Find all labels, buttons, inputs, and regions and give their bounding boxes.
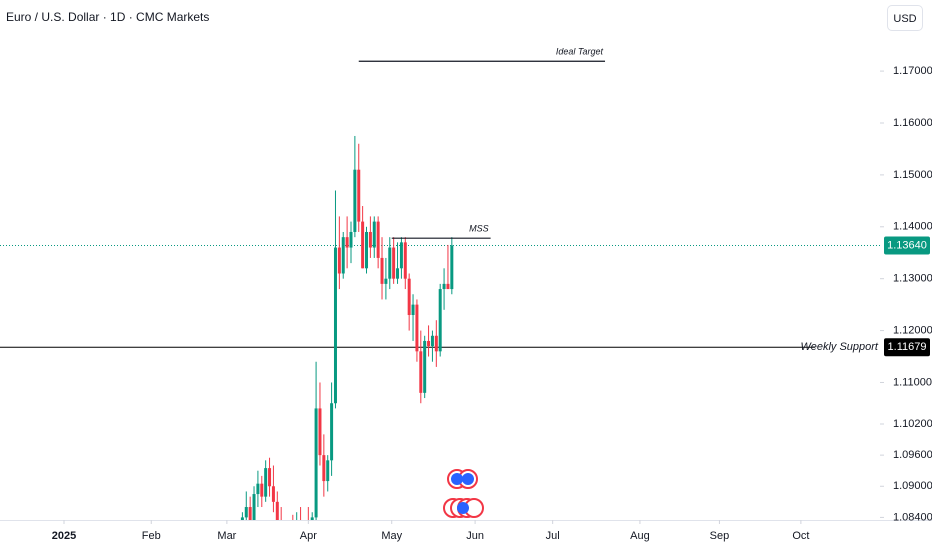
y-tick-label: 1.10200: [893, 418, 932, 430]
x-tick-label: Jun: [466, 530, 484, 542]
candle-body: [434, 335, 438, 352]
candle-body: [415, 304, 419, 352]
candle-body: [403, 242, 407, 279]
candle-body: [326, 460, 330, 482]
candle-body: [353, 169, 357, 232]
candle-body: [411, 304, 415, 316]
x-tick-label: 2025: [52, 530, 76, 542]
x-tick-label: Mar: [217, 530, 236, 542]
event-icons: [443, 469, 484, 518]
y-tick-label: 1.09600: [893, 449, 932, 461]
candle-body: [333, 247, 337, 404]
y-tick-label: 1.14000: [893, 221, 932, 233]
annotation-label: Ideal Target: [556, 47, 604, 57]
chart-title: Euro / U.S. Dollar · 1D · CMC Markets: [6, 10, 210, 24]
x-tick-label: Oct: [792, 530, 809, 542]
y-tick-label: 1.15000: [893, 169, 932, 181]
support-tag: [884, 338, 930, 357]
candle-body: [295, 523, 298, 539]
candle-body: [399, 242, 403, 269]
candle-body: [240, 517, 244, 520]
candle-body: [322, 455, 326, 482]
candle-body: [365, 231, 369, 269]
candle-body: [256, 483, 260, 495]
price-tag: [884, 236, 930, 255]
y-tick-label: 1.11000: [893, 376, 932, 388]
candle-body: [287, 530, 290, 543]
candle-body: [291, 530, 294, 538]
candle-body: [372, 221, 376, 248]
candle-body: [341, 237, 345, 274]
annotation-label: MSS: [469, 224, 489, 234]
y-tick-label: 1.16000: [893, 117, 932, 129]
candle-body: [376, 221, 380, 258]
candle-body: [330, 403, 334, 461]
candle-body: [392, 247, 396, 279]
candle-body: [248, 507, 252, 520]
x-tick-label: Sep: [710, 530, 730, 542]
price-tag-label: 1.13640: [887, 239, 927, 251]
candle-body: [438, 289, 442, 352]
candle-body: [361, 221, 365, 269]
candle-body: [310, 517, 314, 520]
candle-body: [252, 494, 256, 520]
candle-body: [423, 340, 427, 393]
candle-body: [244, 507, 248, 518]
x-tick-label: Jul: [546, 530, 560, 542]
candle-body: [446, 283, 450, 290]
candle-body: [268, 468, 272, 487]
candle-body: [337, 247, 341, 274]
candle-body: [430, 335, 434, 347]
candle-body: [275, 501, 279, 520]
candle-body: [380, 257, 384, 284]
support-label-bg: [815, 339, 880, 356]
candle-body: [318, 408, 322, 456]
candle-body: [284, 538, 287, 543]
currency-button[interactable]: USD: [887, 5, 923, 31]
candle-body: [357, 169, 361, 222]
candle-body: [427, 340, 431, 347]
x-tick-label: May: [381, 530, 402, 542]
support-tag-label: 1.11679: [888, 341, 927, 353]
candle-body: [407, 278, 411, 316]
candle-body: [349, 231, 353, 248]
candle-body: [419, 351, 423, 393]
y-tick-label: 1.13000: [893, 273, 932, 285]
candle-body: [450, 245, 454, 290]
candle-body: [280, 523, 283, 539]
y-tick-label: 1.08400: [893, 511, 932, 523]
x-tick-label: Apr: [300, 530, 317, 542]
y-tick-label: 1.09000: [893, 480, 932, 492]
candle-body: [264, 468, 268, 497]
support-label: Weekly Support: [801, 341, 879, 353]
candle-body: [368, 231, 372, 248]
candle-body: [271, 486, 275, 502]
candle-body: [442, 283, 446, 290]
candle-body: [384, 278, 388, 284]
candle-body: [396, 268, 400, 279]
x-tick-label: Aug: [630, 530, 650, 542]
candle-body: [314, 408, 318, 518]
candle-body: [388, 247, 392, 279]
candle-body: [345, 237, 349, 248]
candle-body: [260, 483, 264, 497]
plot-area: [0, 135, 880, 543]
y-tick-label: 1.17000: [893, 65, 932, 77]
y-tick-label: 1.12000: [893, 324, 932, 336]
x-tick-label: Feb: [142, 530, 161, 542]
